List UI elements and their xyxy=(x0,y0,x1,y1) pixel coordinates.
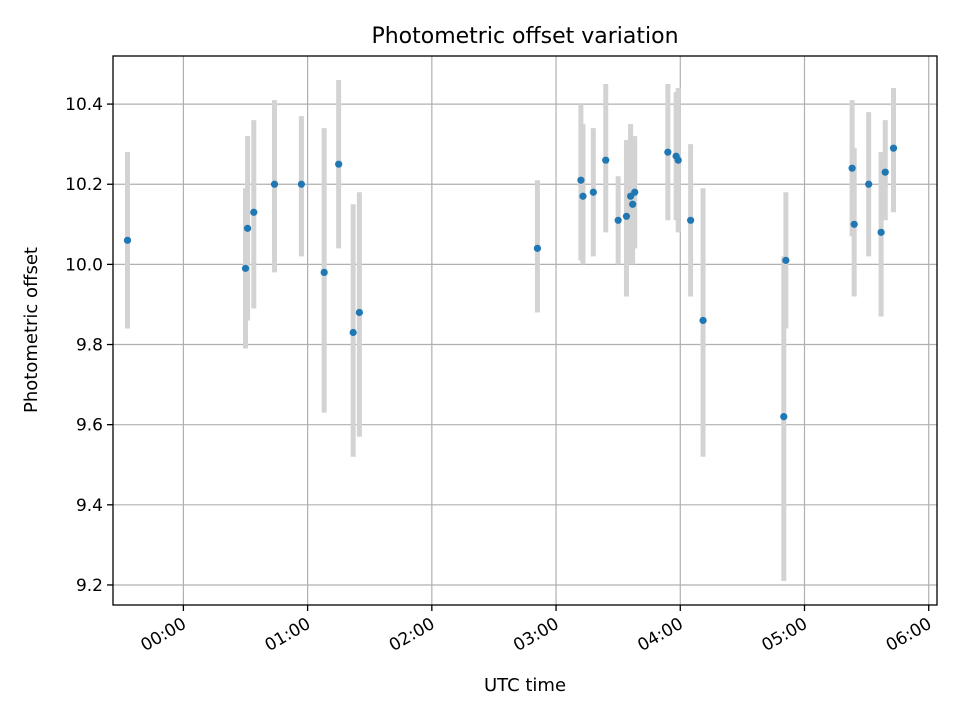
data-point xyxy=(877,228,885,236)
chart-title: Photometric offset variation xyxy=(371,24,678,49)
data-point xyxy=(865,180,873,188)
data-point xyxy=(602,156,610,164)
plot-frame xyxy=(112,55,938,606)
y-tick-label: 9.2 xyxy=(76,576,103,596)
data-point xyxy=(243,224,252,232)
x-tick-label: 00:00 xyxy=(137,614,189,656)
data-point xyxy=(241,264,250,272)
data-point xyxy=(123,236,132,244)
data-point xyxy=(674,156,682,164)
y-tick-label: 10.4 xyxy=(65,95,103,115)
data-point xyxy=(297,180,306,188)
data-point xyxy=(848,164,856,172)
data-point xyxy=(270,180,279,188)
data-point xyxy=(687,216,695,224)
y-tick-label: 9.8 xyxy=(76,336,103,356)
data-point xyxy=(250,208,258,216)
x-tick-label: 06:00 xyxy=(883,614,935,656)
point-layer xyxy=(123,144,898,421)
data-point xyxy=(349,328,357,337)
data-point xyxy=(589,188,597,196)
data-point xyxy=(614,216,622,224)
data-point xyxy=(780,413,788,421)
x-axis-label: UTC time xyxy=(484,675,566,696)
x-tick-label: 04:00 xyxy=(634,614,686,656)
y-tick-label: 9.4 xyxy=(76,496,103,516)
grid-layer xyxy=(113,56,937,605)
x-tick-label: 03:00 xyxy=(510,614,562,656)
data-point xyxy=(335,160,343,168)
data-point xyxy=(881,168,889,176)
data-point xyxy=(355,308,363,317)
y-axis-label: Photometric offset xyxy=(21,247,42,413)
errorbar-layer xyxy=(124,80,897,581)
data-point xyxy=(699,316,707,325)
data-point xyxy=(579,192,587,200)
data-point xyxy=(622,212,631,220)
data-point xyxy=(850,220,858,228)
data-point xyxy=(533,244,542,252)
x-tick-label: 01:00 xyxy=(262,614,314,656)
data-point xyxy=(320,268,328,276)
y-tick-label: 10.2 xyxy=(65,175,103,195)
y-tick-label: 9.6 xyxy=(76,416,103,436)
data-point xyxy=(577,176,585,184)
data-point xyxy=(664,148,672,156)
data-point xyxy=(629,200,637,208)
data-point xyxy=(889,144,898,152)
x-tick-label: 05:00 xyxy=(759,614,811,656)
data-point xyxy=(782,256,790,264)
y-tick-label: 10.0 xyxy=(65,255,103,275)
x-tick-label: 02:00 xyxy=(386,614,438,656)
data-point xyxy=(631,188,639,196)
